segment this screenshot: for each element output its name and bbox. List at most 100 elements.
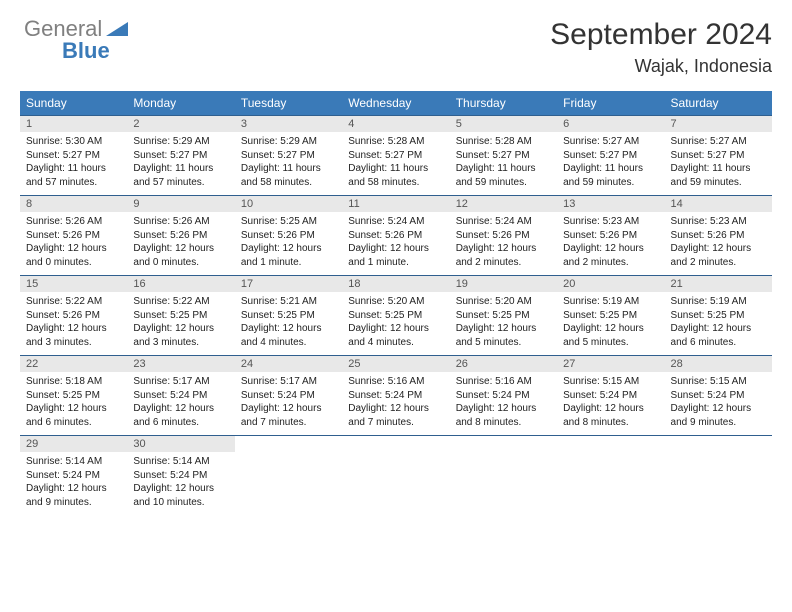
day-number-cell: 29 — [20, 436, 127, 453]
daylight-text: Daylight: 12 hours and 0 minutes. — [26, 242, 121, 269]
day-content-cell — [665, 452, 772, 515]
day-content-cell: Sunrise: 5:28 AMSunset: 5:27 PMDaylight:… — [342, 132, 449, 196]
day-content-cell: Sunrise: 5:16 AMSunset: 5:24 PMDaylight:… — [342, 372, 449, 436]
day-content-cell: Sunrise: 5:17 AMSunset: 5:24 PMDaylight:… — [127, 372, 234, 436]
day-number-cell: 25 — [342, 356, 449, 373]
day-content-cell: Sunrise: 5:18 AMSunset: 5:25 PMDaylight:… — [20, 372, 127, 436]
daylight-text: Daylight: 12 hours and 9 minutes. — [26, 482, 121, 509]
day-number-cell: 11 — [342, 196, 449, 213]
sunset-text: Sunset: 5:24 PM — [563, 389, 658, 403]
day-number-cell: 2 — [127, 116, 234, 133]
calendar-table: Sunday Monday Tuesday Wednesday Thursday… — [20, 91, 772, 515]
sunrise-text: Sunrise: 5:27 AM — [563, 135, 658, 149]
logo: General Blue — [20, 18, 128, 62]
day-number-cell: 5 — [450, 116, 557, 133]
page-header: General Blue September 2024 Wajak, Indon… — [20, 18, 772, 77]
sunrise-text: Sunrise: 5:26 AM — [133, 215, 228, 229]
day-number-row: 2930 — [20, 436, 772, 453]
day-content-cell: Sunrise: 5:19 AMSunset: 5:25 PMDaylight:… — [557, 292, 664, 356]
sunset-text: Sunset: 5:25 PM — [133, 309, 228, 323]
day-content-row: Sunrise: 5:22 AMSunset: 5:26 PMDaylight:… — [20, 292, 772, 356]
day-number-cell: 28 — [665, 356, 772, 373]
sunset-text: Sunset: 5:26 PM — [456, 229, 551, 243]
day-number-cell: 17 — [235, 276, 342, 293]
day-number-cell — [450, 436, 557, 453]
sunset-text: Sunset: 5:24 PM — [26, 469, 121, 483]
day-content-cell: Sunrise: 5:23 AMSunset: 5:26 PMDaylight:… — [665, 212, 772, 276]
sunrise-text: Sunrise: 5:15 AM — [563, 375, 658, 389]
day-content-cell: Sunrise: 5:29 AMSunset: 5:27 PMDaylight:… — [127, 132, 234, 196]
day-content-cell: Sunrise: 5:14 AMSunset: 5:24 PMDaylight:… — [20, 452, 127, 515]
day-content-cell: Sunrise: 5:24 AMSunset: 5:26 PMDaylight:… — [450, 212, 557, 276]
day-content-cell: Sunrise: 5:22 AMSunset: 5:25 PMDaylight:… — [127, 292, 234, 356]
daylight-text: Daylight: 12 hours and 10 minutes. — [133, 482, 228, 509]
day-content-row: Sunrise: 5:18 AMSunset: 5:25 PMDaylight:… — [20, 372, 772, 436]
sunrise-text: Sunrise: 5:24 AM — [456, 215, 551, 229]
day-content-cell: Sunrise: 5:28 AMSunset: 5:27 PMDaylight:… — [450, 132, 557, 196]
sunrise-text: Sunrise: 5:28 AM — [456, 135, 551, 149]
daylight-text: Daylight: 12 hours and 5 minutes. — [456, 322, 551, 349]
day-content-cell: Sunrise: 5:17 AMSunset: 5:24 PMDaylight:… — [235, 372, 342, 436]
sunset-text: Sunset: 5:26 PM — [26, 309, 121, 323]
day-number-cell: 19 — [450, 276, 557, 293]
day-number-cell: 6 — [557, 116, 664, 133]
daylight-text: Daylight: 11 hours and 58 minutes. — [348, 162, 443, 189]
sunrise-text: Sunrise: 5:14 AM — [26, 455, 121, 469]
day-content-cell: Sunrise: 5:15 AMSunset: 5:24 PMDaylight:… — [557, 372, 664, 436]
day-content-cell: Sunrise: 5:24 AMSunset: 5:26 PMDaylight:… — [342, 212, 449, 276]
logo-triangle-icon — [106, 18, 128, 40]
day-number-cell: 9 — [127, 196, 234, 213]
sunrise-text: Sunrise: 5:18 AM — [26, 375, 121, 389]
sunrise-text: Sunrise: 5:14 AM — [133, 455, 228, 469]
day-number-cell: 21 — [665, 276, 772, 293]
day-number-cell: 27 — [557, 356, 664, 373]
sunset-text: Sunset: 5:27 PM — [26, 149, 121, 163]
daylight-text: Daylight: 12 hours and 2 minutes. — [456, 242, 551, 269]
daylight-text: Daylight: 12 hours and 4 minutes. — [241, 322, 336, 349]
sunset-text: Sunset: 5:26 PM — [348, 229, 443, 243]
sunset-text: Sunset: 5:26 PM — [133, 229, 228, 243]
day-number-cell: 13 — [557, 196, 664, 213]
daylight-text: Daylight: 11 hours and 59 minutes. — [563, 162, 658, 189]
daylight-text: Daylight: 12 hours and 8 minutes. — [563, 402, 658, 429]
day-number-cell: 7 — [665, 116, 772, 133]
day-content-cell: Sunrise: 5:23 AMSunset: 5:26 PMDaylight:… — [557, 212, 664, 276]
sunrise-text: Sunrise: 5:29 AM — [133, 135, 228, 149]
day-number-cell: 10 — [235, 196, 342, 213]
sunset-text: Sunset: 5:27 PM — [133, 149, 228, 163]
sunrise-text: Sunrise: 5:23 AM — [563, 215, 658, 229]
sunrise-text: Sunrise: 5:28 AM — [348, 135, 443, 149]
weekday-header-row: Sunday Monday Tuesday Wednesday Thursday… — [20, 91, 772, 116]
weekday-header: Sunday — [20, 91, 127, 116]
daylight-text: Daylight: 12 hours and 0 minutes. — [133, 242, 228, 269]
sunrise-text: Sunrise: 5:21 AM — [241, 295, 336, 309]
day-number-cell: 3 — [235, 116, 342, 133]
sunset-text: Sunset: 5:25 PM — [348, 309, 443, 323]
sunset-text: Sunset: 5:24 PM — [456, 389, 551, 403]
sunset-text: Sunset: 5:25 PM — [241, 309, 336, 323]
daylight-text: Daylight: 12 hours and 1 minute. — [348, 242, 443, 269]
day-number-row: 891011121314 — [20, 196, 772, 213]
sunset-text: Sunset: 5:27 PM — [241, 149, 336, 163]
day-content-cell — [342, 452, 449, 515]
sunrise-text: Sunrise: 5:30 AM — [26, 135, 121, 149]
day-content-cell: Sunrise: 5:20 AMSunset: 5:25 PMDaylight:… — [342, 292, 449, 356]
day-number-cell: 24 — [235, 356, 342, 373]
daylight-text: Daylight: 12 hours and 3 minutes. — [26, 322, 121, 349]
sunset-text: Sunset: 5:24 PM — [133, 469, 228, 483]
day-content-cell: Sunrise: 5:19 AMSunset: 5:25 PMDaylight:… — [665, 292, 772, 356]
day-content-cell — [450, 452, 557, 515]
daylight-text: Daylight: 11 hours and 58 minutes. — [241, 162, 336, 189]
title-block: September 2024 Wajak, Indonesia — [550, 18, 772, 77]
sunset-text: Sunset: 5:25 PM — [26, 389, 121, 403]
day-number-cell — [342, 436, 449, 453]
day-content-cell: Sunrise: 5:14 AMSunset: 5:24 PMDaylight:… — [127, 452, 234, 515]
sunset-text: Sunset: 5:25 PM — [671, 309, 766, 323]
sunrise-text: Sunrise: 5:16 AM — [456, 375, 551, 389]
daylight-text: Daylight: 12 hours and 5 minutes. — [563, 322, 658, 349]
day-number-row: 15161718192021 — [20, 276, 772, 293]
daylight-text: Daylight: 12 hours and 6 minutes. — [26, 402, 121, 429]
day-number-cell — [557, 436, 664, 453]
daylight-text: Daylight: 11 hours and 59 minutes. — [456, 162, 551, 189]
day-content-cell: Sunrise: 5:26 AMSunset: 5:26 PMDaylight:… — [127, 212, 234, 276]
